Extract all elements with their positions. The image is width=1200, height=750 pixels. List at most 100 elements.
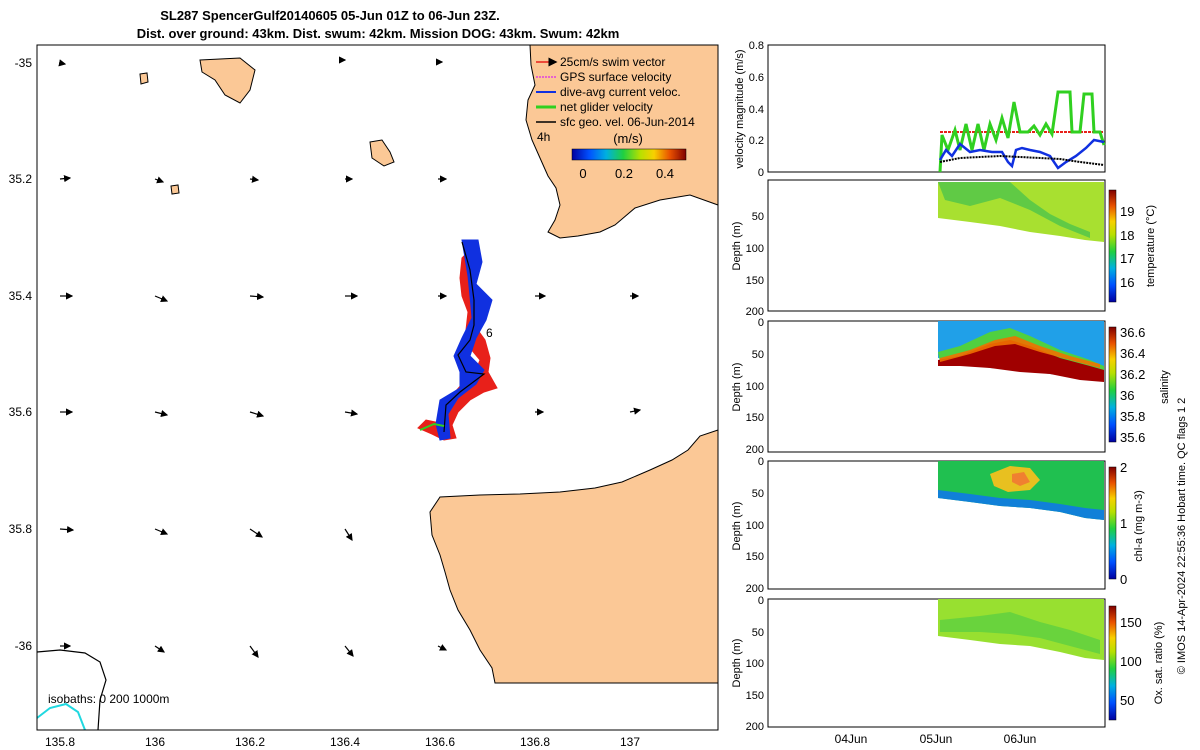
salinity-panel: Depth (m) 0 50 100 150 200 36.6 36.4 36.… <box>731 317 1171 456</box>
map-panel: 6 <box>9 44 719 749</box>
speed-tick-0: 0 <box>579 166 586 181</box>
land-north <box>525 44 719 239</box>
salinity-cb-tick: 36.2 <box>1120 367 1145 382</box>
isobath-cyan <box>36 702 86 731</box>
chla-y-tick: 50 <box>752 488 764 500</box>
map-y-ticks: -35 35.2 35.4 35.6 35.8 -36 <box>9 56 33 653</box>
velocity-y-tick: 0 <box>758 167 764 179</box>
chla-core <box>1012 472 1030 486</box>
track-net <box>419 422 445 431</box>
time-x-tick: 04Jun <box>835 732 868 746</box>
velocity-ylabel: velocity magnitude (m/s) <box>734 49 746 168</box>
salinity-cb-tick: 36.4 <box>1120 346 1145 361</box>
island-2 <box>369 139 395 167</box>
title-line-1: SL287 SpencerGulf20140605 05-Jun 01Z to … <box>160 8 500 23</box>
oxygen-panel: Depth (m) 0 50 100 150 200 150 100 50 Ox… <box>731 595 1165 746</box>
speed-tick-2: 0.4 <box>656 166 674 181</box>
speed-tick-1: 0.2 <box>615 166 633 181</box>
temperature-y-tick: 50 <box>752 211 764 223</box>
temperature-y-tick: 150 <box>746 275 764 287</box>
oxygen-y-tick: 50 <box>752 627 764 639</box>
map-legend: 25cm/s swim vector GPS surface velocity … <box>536 55 695 144</box>
salinity-cb-tick: 35.8 <box>1120 409 1145 424</box>
velocity-y-tick: 0.4 <box>749 104 764 116</box>
island-3 <box>139 72 149 85</box>
map-x-tick: 136.2 <box>235 735 265 749</box>
speed-colorbar-title: (m/s) <box>613 131 643 146</box>
chla-y-tick: 200 <box>746 583 764 595</box>
map-y-tick: 35.8 <box>9 522 33 536</box>
map-y-tick: 35.2 <box>9 172 33 186</box>
chla-cb-tick: 2 <box>1120 460 1127 475</box>
geo-velocity-arrows <box>58 56 642 658</box>
map-x-tick: 135.8 <box>45 735 75 749</box>
salinity-colorbar <box>1108 326 1117 443</box>
chla-y-tick: 0 <box>758 456 764 468</box>
map-x-tick: 136.4 <box>330 735 360 749</box>
map-x-tick: 136.6 <box>425 735 455 749</box>
oxygen-y-tick: 200 <box>746 721 764 733</box>
oxygen-cblabel: Ox. sat. ratio (%) <box>1153 622 1165 705</box>
map-y-tick: 35.4 <box>9 289 33 303</box>
temperature-ylabel: Depth (m) <box>731 222 743 271</box>
island-4 <box>170 184 180 195</box>
legend-dive-avg: dive-avg current veloc. <box>560 85 681 99</box>
oxygen-patch <box>940 612 1100 654</box>
chla-ylabel: Depth (m) <box>731 502 743 551</box>
speed-colorbar: (m/s) 0 0.2 0.4 <box>571 131 687 181</box>
velocity-y-tick: 0.6 <box>749 72 764 84</box>
map-x-tick: 136 <box>145 735 165 749</box>
temperature-y-tick: 100 <box>746 243 764 255</box>
velocity-y-tick: 0.2 <box>749 135 764 147</box>
salinity-cb-tick: 36 <box>1120 388 1134 403</box>
oxygen-cb-tick: 50 <box>1120 693 1134 708</box>
salinity-cb-tick: 36.6 <box>1120 325 1145 340</box>
salinity-y-tick: 150 <box>746 412 764 424</box>
isobath-label: isobaths: 0 200 1000m <box>48 692 169 706</box>
chla-panel: Depth (m) 0 50 100 150 200 2 1 0 chl-a (… <box>731 456 1145 595</box>
oxygen-y-tick: 150 <box>746 690 764 702</box>
oxygen-cb-tick: 150 <box>1120 615 1142 630</box>
map-y-tick: 35.6 <box>9 405 33 419</box>
time-x-tick: 05Jun <box>920 732 953 746</box>
temperature-panel: Depth (m) 50 100 150 200 19 18 17 16 tem… <box>731 179 1157 318</box>
salinity-y-tick: 0 <box>758 317 764 329</box>
salinity-orange <box>940 336 1100 368</box>
salinity-ylabel: Depth (m) <box>731 363 743 412</box>
legend-swim: 25cm/s swim vector <box>560 55 665 69</box>
chla-colorbar <box>1108 466 1117 580</box>
legend-geo: sfc geo. vel. 06-Jun-2014 <box>560 115 695 129</box>
temperature-cb-tick: 19 <box>1120 204 1134 219</box>
temperature-warm-patch <box>938 182 1090 238</box>
footer-credit: © IMOS 14-Apr-2024 22:55:36 Hobart time.… <box>1176 398 1188 675</box>
island-1 <box>199 57 256 104</box>
velocity-dive-line <box>938 138 1105 170</box>
salinity-cblabel: salinity <box>1159 370 1171 404</box>
oxygen-y-tick: 100 <box>746 658 764 670</box>
oxygen-y-tick: 0 <box>758 595 764 607</box>
time-x-tick: 06Jun <box>1004 732 1037 746</box>
salinity-cb-tick: 35.6 <box>1120 430 1145 445</box>
time-label: 4h <box>537 130 550 144</box>
land-south <box>429 429 719 684</box>
chla-y-tick: 150 <box>746 551 764 563</box>
map-x-tick: 137 <box>620 735 640 749</box>
temperature-cb-tick: 16 <box>1120 275 1134 290</box>
track-line <box>443 241 486 433</box>
temperature-cb-tick: 18 <box>1120 228 1134 243</box>
chla-cblabel: chl-a (mg m-3) <box>1133 490 1145 562</box>
salinity-y-tick: 200 <box>746 444 764 456</box>
chla-lower <box>938 490 1104 520</box>
coast-bottom-left <box>36 649 107 731</box>
temperature-y-tick: 200 <box>746 306 764 318</box>
velocity-panel: velocity magnitude (m/s) 0.8 0.6 0.4 0.2… <box>734 40 1106 179</box>
velocity-y-tick: 0.8 <box>749 40 764 52</box>
velocity-net-line <box>938 90 1106 173</box>
chla-cb-tick: 1 <box>1120 516 1127 531</box>
map-y-tick: -35 <box>15 56 33 70</box>
temperature-cblabel: temperature (°C) <box>1145 205 1157 287</box>
salinity-y-tick: 50 <box>752 349 764 361</box>
salinity-y-tick: 100 <box>746 381 764 393</box>
map-x-ticks: 135.8 136 136.2 136.4 136.6 136.8 137 <box>45 735 640 749</box>
